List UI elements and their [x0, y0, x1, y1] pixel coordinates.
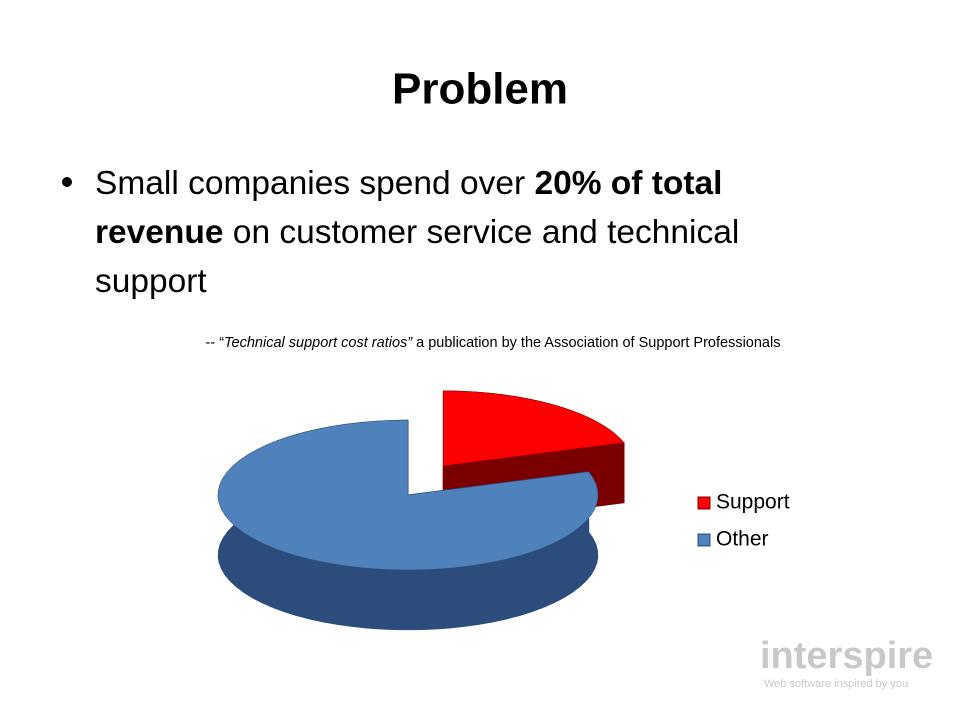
text-run: on customer service and technical — [224, 214, 740, 251]
text-run: a publication by the Association of Supp… — [412, 335, 780, 351]
legend-label: Support — [716, 491, 790, 514]
legend: Support Other — [697, 491, 790, 551]
slice — [217, 419, 599, 571]
pie-chart — [217, 390, 625, 631]
text-run: revenue — [95, 214, 224, 251]
slice — [443, 390, 625, 467]
bullet-text: Small companies spend over 20% of total r… — [95, 165, 739, 300]
citation: -- “Technical support cost ratios” a pub… — [206, 335, 781, 351]
text-run: -- “ — [206, 335, 225, 351]
bullet-dot — [62, 177, 72, 187]
logo-name: interspire — [760, 635, 933, 677]
logo-tagline: Web software inspired by you — [764, 678, 908, 690]
bullet-line: revenue on customer service and technica… — [95, 214, 739, 251]
text-run: 20% of total — [534, 165, 722, 202]
bullet-line: support — [95, 263, 207, 300]
bullet-line: Small companies spend over 20% of total — [95, 165, 722, 202]
text-run: Small companies spend over — [95, 165, 534, 202]
text-run: support — [95, 263, 207, 300]
slide-title: Problem — [392, 65, 568, 114]
legend-label: Other — [716, 528, 769, 551]
text-run: Technical support cost ratios” — [224, 335, 413, 351]
legend-swatch — [697, 496, 711, 510]
legend-swatch — [697, 533, 711, 547]
